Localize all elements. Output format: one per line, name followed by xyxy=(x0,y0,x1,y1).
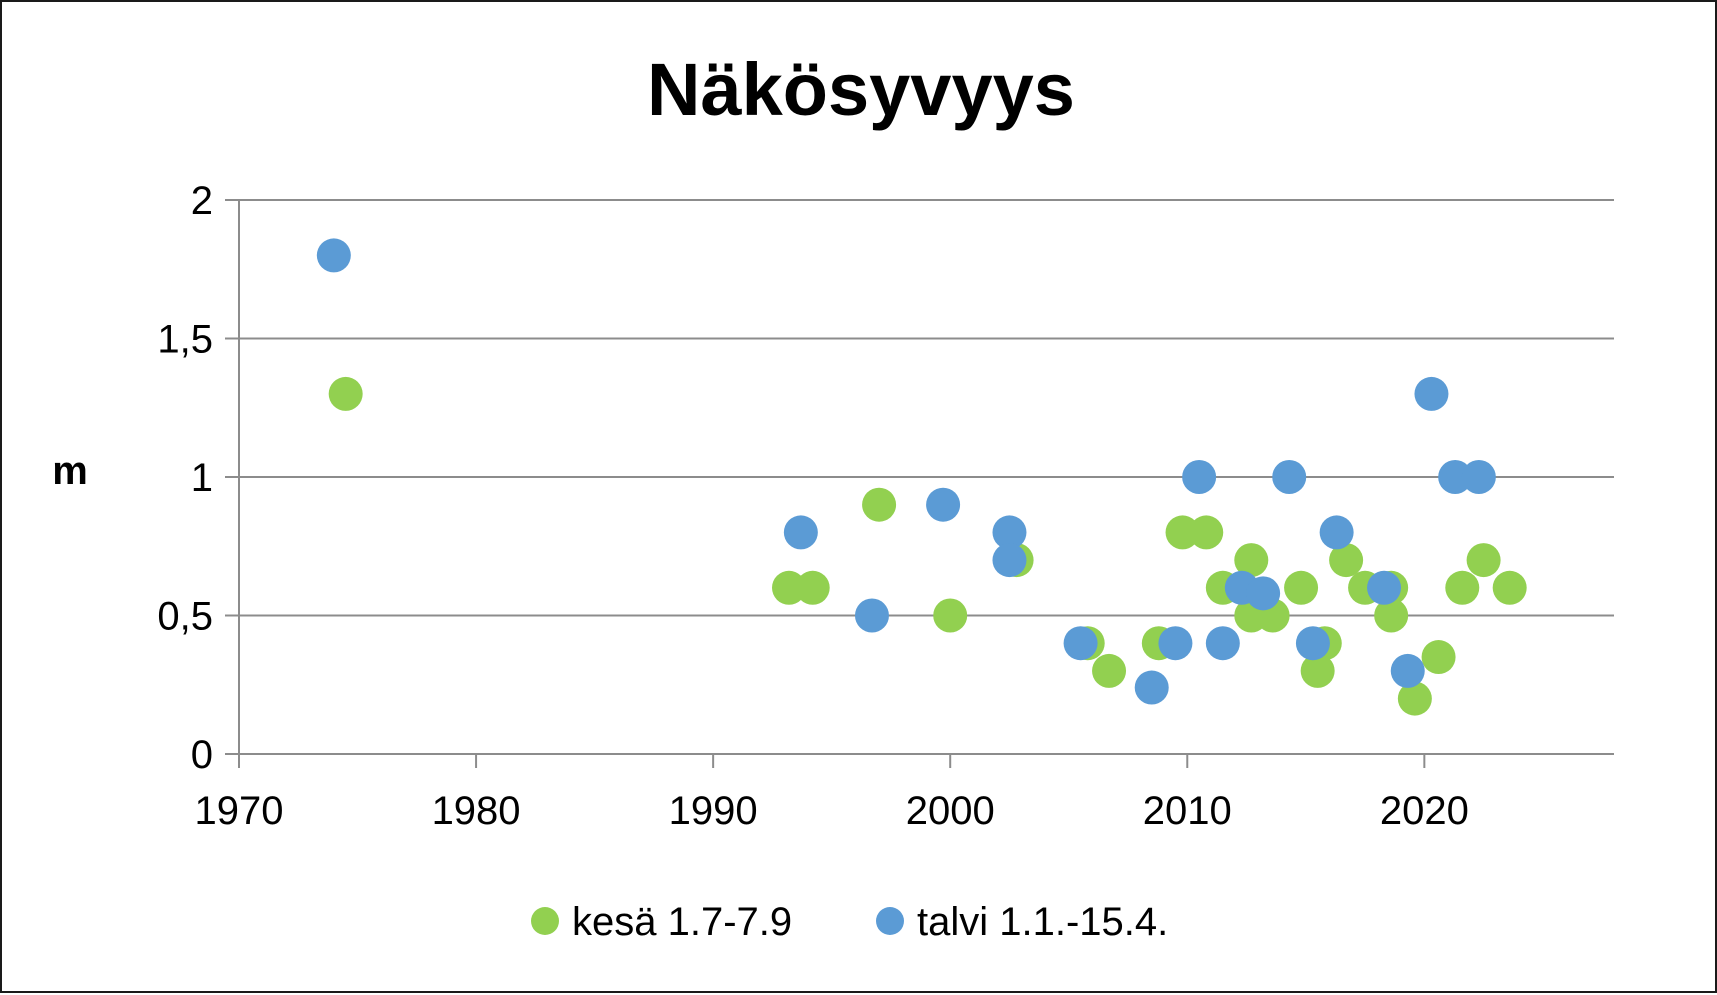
data-point-series-0-15 xyxy=(1284,570,1319,605)
data-point-series-0-16 xyxy=(1300,653,1335,688)
data-point-series-0-4 xyxy=(933,598,968,633)
data-point-series-0-21 xyxy=(1374,598,1409,633)
data-point-series-0-7 xyxy=(1092,653,1127,688)
data-point-series-1-8 xyxy=(1158,626,1193,661)
data-point-series-0-23 xyxy=(1421,640,1456,675)
data-point-series-1-16 xyxy=(1367,570,1402,605)
data-point-series-0-22 xyxy=(1397,681,1432,716)
y-tick-label: 0,5 xyxy=(157,595,213,639)
data-point-series-0-9 xyxy=(1165,515,1200,550)
data-point-series-0-26 xyxy=(1492,570,1527,605)
data-point-series-1-5 xyxy=(992,543,1027,578)
y-tick-label: 1,5 xyxy=(157,318,213,362)
data-point-series-0-10 xyxy=(1189,515,1224,550)
gridlines xyxy=(239,199,1614,617)
data-point-series-1-13 xyxy=(1272,460,1307,494)
x-tick-label: 2020 xyxy=(1380,789,1469,833)
tick-labels: 0 0,5 1 1,5 2 1970 1980 1990 2000 2010 2020 xyxy=(157,179,1468,833)
data-point-series-1-14 xyxy=(1295,626,1330,661)
x-tick-label: 1980 xyxy=(432,789,521,833)
data-point-series-1-19 xyxy=(1438,460,1473,494)
data-point-series-0-0 xyxy=(328,376,363,411)
data-point-series-1-10 xyxy=(1205,626,1240,661)
x-tick-label: 1990 xyxy=(669,789,758,833)
legend-label-1: talvi 1.1.-15.4. xyxy=(917,900,1168,944)
data-point-series-1-20 xyxy=(1461,460,1496,494)
data-point-series-1-6 xyxy=(1063,626,1098,661)
data-point-series-1-0 xyxy=(316,238,351,273)
y-tick-label: 1 xyxy=(191,456,213,500)
data-points xyxy=(316,238,1527,716)
legend-marker-0 xyxy=(531,907,559,935)
chart-title: Näkösyvyys xyxy=(647,48,1075,131)
data-point-series-1-2 xyxy=(854,598,889,633)
data-point-series-1-4 xyxy=(992,515,1027,550)
legend-label-0: kesä 1.7-7.9 xyxy=(572,900,792,944)
data-point-series-1-3 xyxy=(926,487,961,522)
y-axis-label: m xyxy=(52,449,88,493)
x-tick-label: 2000 xyxy=(906,789,995,833)
data-point-series-1-18 xyxy=(1414,376,1449,411)
data-point-series-0-2 xyxy=(795,570,830,605)
data-point-series-1-9 xyxy=(1182,460,1217,494)
data-point-series-1-1 xyxy=(783,515,818,550)
data-point-series-0-12 xyxy=(1234,543,1269,578)
x-tick-label: 2010 xyxy=(1143,789,1232,833)
legend-marker-1 xyxy=(876,907,904,935)
y-tick-label: 2 xyxy=(191,179,213,223)
data-point-series-1-15 xyxy=(1319,515,1354,550)
data-point-series-0-25 xyxy=(1466,543,1501,578)
data-point-series-1-17 xyxy=(1390,653,1425,688)
data-point-series-1-7 xyxy=(1134,670,1169,705)
y-tick-label: 0 xyxy=(191,733,213,777)
axes xyxy=(225,199,1614,768)
data-point-series-0-1 xyxy=(772,570,806,605)
legend: kesä 1.7-7.9 talvi 1.1.-15.4. xyxy=(531,900,1168,944)
data-point-series-0-3 xyxy=(862,487,897,522)
x-tick-label: 1970 xyxy=(195,789,284,833)
data-point-series-0-24 xyxy=(1445,570,1480,605)
data-point-series-0-18 xyxy=(1329,543,1364,578)
data-point-series-1-12 xyxy=(1246,576,1281,611)
